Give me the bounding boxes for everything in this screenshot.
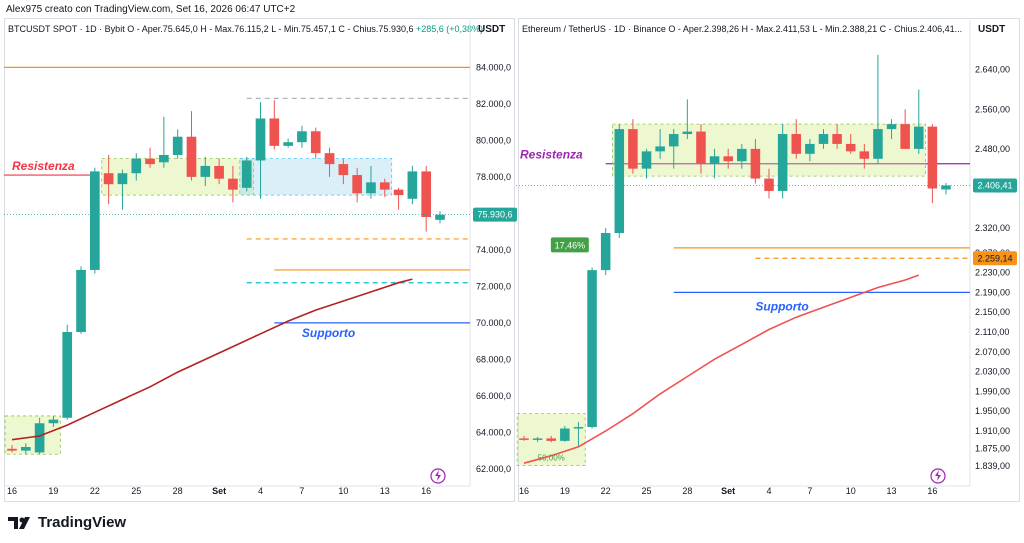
btc-symbol: BTCUSDT SPOT · 1D · Bybit <box>8 24 125 34</box>
btc-high: H - Max.76.115,2 <box>200 24 269 34</box>
btc-header: BTCUSDT SPOT · 1D · Bybit O - Aper.75.64… <box>8 24 483 34</box>
eth-low: L - Min.2.388,21 <box>812 24 878 34</box>
eth-axis-unit: USDT <box>978 24 1006 35</box>
eth-open: O - Aper.2.398,26 <box>668 24 739 34</box>
eth-close: C - Chius.2.406,41... <box>879 24 963 34</box>
eth-high: H - Max.2.411,53 <box>741 24 810 34</box>
eth-symbol: Ethereum / TetherUS · 1D · Binance <box>522 24 666 34</box>
eth-chart-panel[interactable] <box>518 18 1020 502</box>
eth-header: Ethereum / TetherUS · 1D · Binance O - A… <box>522 24 962 34</box>
btc-low: L - Min.75.457,1 <box>271 24 336 34</box>
btc-close: C - Chius.75.930,6 <box>338 24 414 34</box>
tradingview-logo[interactable]: TradingView <box>8 514 126 531</box>
tradingview-logo-icon <box>8 516 30 529</box>
btc-open: O - Aper.75.645,0 <box>127 24 198 34</box>
btc-change: +285,6 (+0,38%) <box>415 24 484 34</box>
btc-chart-panel[interactable] <box>4 18 515 502</box>
brand-name: TradingView <box>38 514 127 531</box>
btc-axis-unit: USDT <box>478 24 506 35</box>
page-caption: Alex975 creato con TradingView.com, Set … <box>6 4 296 15</box>
